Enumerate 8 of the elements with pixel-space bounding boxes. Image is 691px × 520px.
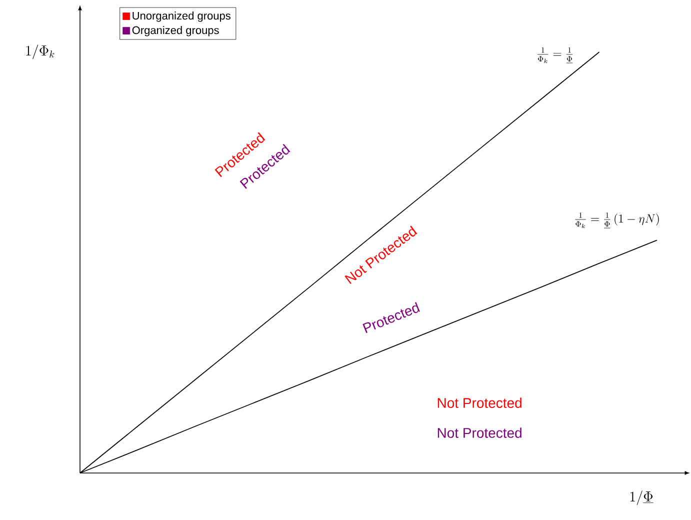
legend-label: Unorganized groups [132,12,230,22]
x-axis-title: $1/\underline{\Phi}$ [630,490,654,505]
y-axis-title: $1/\Phi_k$ [26,44,54,59]
series-label: $\frac{1}{\Phi_k}=\frac{1}{\underline{\Phi}}\left(1-\eta N\right)$ [575,212,659,228]
series-label: $\frac{1}{\Phi_k}=\frac{1}{\underline{\Phi}}$ [538,47,573,64]
annotation: Not Protected [438,398,522,408]
legend-label: Organized groups [132,26,219,36]
annotation: Not Protected [438,428,522,438]
